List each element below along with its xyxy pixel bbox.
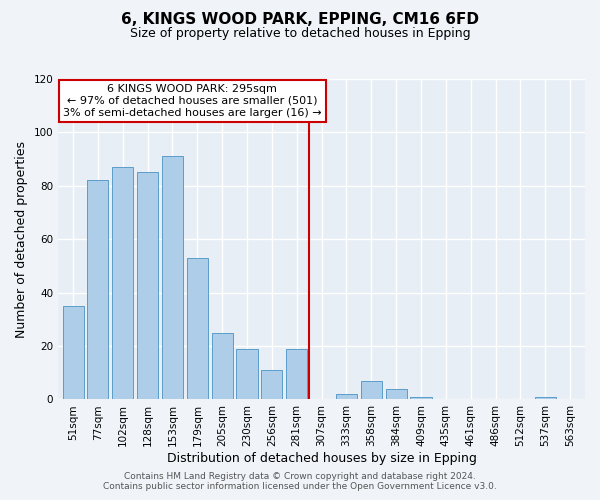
Bar [535, 397, 556, 400]
Bar [286, 348, 307, 400]
Bar [236, 348, 257, 400]
Bar [410, 397, 431, 400]
X-axis label: Distribution of detached houses by size in Epping: Distribution of detached houses by size … [167, 452, 476, 465]
Bar [137, 172, 158, 400]
Bar [62, 306, 83, 400]
Bar [386, 389, 407, 400]
Text: Contains HM Land Registry data © Crown copyright and database right 2024.
Contai: Contains HM Land Registry data © Crown c… [103, 472, 497, 491]
Bar [262, 370, 283, 400]
Bar [112, 167, 133, 400]
Bar [88, 180, 109, 400]
Bar [336, 394, 357, 400]
Y-axis label: Number of detached properties: Number of detached properties [15, 140, 28, 338]
Text: Size of property relative to detached houses in Epping: Size of property relative to detached ho… [130, 28, 470, 40]
Bar [212, 332, 233, 400]
Bar [361, 381, 382, 400]
Text: 6, KINGS WOOD PARK, EPPING, CM16 6FD: 6, KINGS WOOD PARK, EPPING, CM16 6FD [121, 12, 479, 28]
Bar [187, 258, 208, 400]
Text: 6 KINGS WOOD PARK: 295sqm
← 97% of detached houses are smaller (501)
3% of semi-: 6 KINGS WOOD PARK: 295sqm ← 97% of detac… [63, 84, 322, 117]
Bar [162, 156, 183, 400]
